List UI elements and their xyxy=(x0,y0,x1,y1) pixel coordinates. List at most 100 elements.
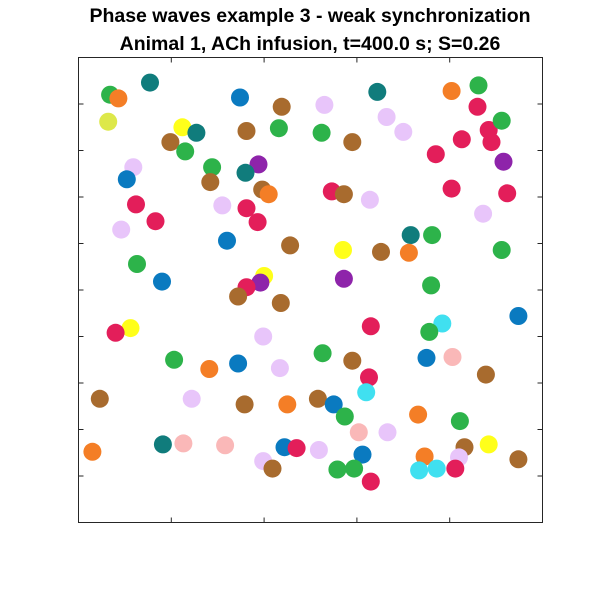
data-point xyxy=(235,395,254,414)
data-point xyxy=(315,95,334,114)
data-point xyxy=(254,327,273,346)
data-point xyxy=(165,350,184,369)
data-point xyxy=(349,423,368,442)
data-point xyxy=(324,395,343,414)
data-point xyxy=(494,152,513,171)
data-point xyxy=(420,322,439,341)
data-point xyxy=(173,118,192,137)
data-point xyxy=(442,82,461,100)
data-point xyxy=(272,97,291,116)
data-point xyxy=(281,236,300,255)
data-point xyxy=(476,365,495,384)
data-point xyxy=(426,145,445,164)
data-point xyxy=(409,405,428,424)
data-point xyxy=(229,354,248,373)
data-point xyxy=(417,348,436,367)
data-point xyxy=(509,307,528,325)
data-point xyxy=(182,389,201,408)
data-point xyxy=(187,123,206,142)
data-point xyxy=(249,155,268,174)
data-point xyxy=(216,436,235,455)
data-point xyxy=(443,348,462,366)
data-point xyxy=(361,472,380,491)
data-point xyxy=(309,441,328,459)
data-point xyxy=(492,241,511,259)
data-point xyxy=(248,213,267,232)
data-point xyxy=(287,439,306,458)
data-point xyxy=(278,395,297,414)
data-point xyxy=(200,360,219,378)
data-point xyxy=(353,445,372,464)
data-point xyxy=(203,158,222,177)
chart-title: Phase waves example 3 - weak synchroniza… xyxy=(89,5,531,27)
data-point xyxy=(313,344,332,363)
data-point xyxy=(106,323,125,342)
data-point xyxy=(251,273,270,292)
data-point xyxy=(468,97,487,116)
data-point xyxy=(343,351,362,370)
data-point xyxy=(271,294,290,312)
data-point xyxy=(83,442,102,461)
data-point xyxy=(442,179,461,198)
data-point xyxy=(474,204,493,223)
data-point xyxy=(334,269,353,288)
data-point xyxy=(312,123,331,142)
data-point xyxy=(128,255,146,273)
data-point xyxy=(90,389,109,408)
data-point xyxy=(146,212,165,231)
data-point xyxy=(378,423,397,442)
data-point xyxy=(236,163,255,182)
points-layer xyxy=(83,73,528,491)
data-point xyxy=(415,447,434,466)
data-point xyxy=(427,459,446,478)
data-point xyxy=(153,435,172,454)
data-point xyxy=(213,196,232,215)
data-point xyxy=(368,82,387,101)
data-point xyxy=(117,170,136,189)
data-point xyxy=(394,122,413,141)
data-point xyxy=(141,73,159,92)
data-point xyxy=(99,112,118,131)
data-point xyxy=(237,122,256,140)
data-point xyxy=(482,133,501,152)
data-point xyxy=(433,314,452,333)
data-point xyxy=(176,142,195,161)
data-point xyxy=(174,434,193,453)
data-point xyxy=(423,226,442,245)
data-point xyxy=(308,389,327,408)
data-point xyxy=(259,185,278,204)
data-point xyxy=(509,450,528,469)
data-point xyxy=(498,184,517,203)
data-point xyxy=(479,435,498,454)
data-point xyxy=(161,133,180,152)
data-point xyxy=(153,272,171,291)
data-point xyxy=(446,459,465,478)
data-point xyxy=(335,407,354,426)
data-point xyxy=(127,195,145,214)
data-point xyxy=(377,108,396,126)
data-point xyxy=(361,317,380,336)
data-point xyxy=(229,287,248,306)
chart-subtitle: Animal 1, ACh infusion, t=400.0 s; S=0.2… xyxy=(119,33,501,55)
data-point xyxy=(121,319,140,338)
data-point xyxy=(231,88,249,107)
data-point xyxy=(345,459,364,478)
data-point xyxy=(269,119,288,138)
data-point xyxy=(334,185,353,204)
data-point xyxy=(450,412,469,431)
data-point xyxy=(201,173,220,192)
axes-layer xyxy=(78,57,543,523)
data-point xyxy=(360,190,379,209)
data-point xyxy=(360,368,378,387)
data-point xyxy=(399,243,418,262)
data-point xyxy=(237,199,256,218)
data-point xyxy=(492,111,511,130)
data-point xyxy=(372,242,390,261)
data-point xyxy=(357,383,376,402)
data-point xyxy=(263,459,282,478)
data-point xyxy=(343,133,362,152)
data-point xyxy=(218,231,236,250)
data-point xyxy=(112,220,131,239)
data-point xyxy=(452,130,471,149)
